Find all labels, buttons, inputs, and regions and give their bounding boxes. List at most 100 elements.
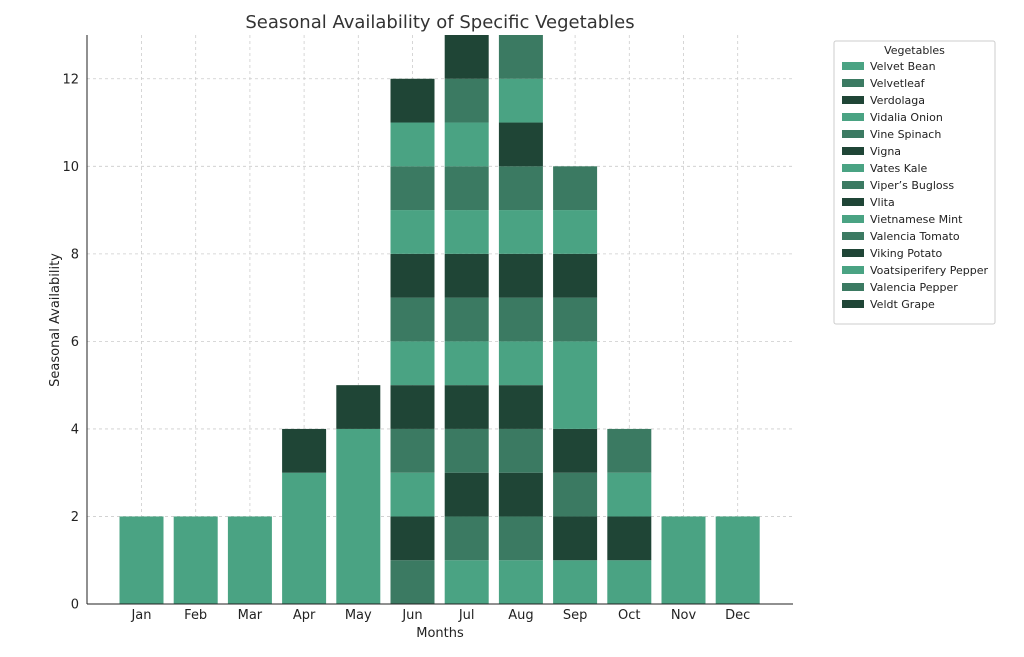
bar-segment bbox=[282, 472, 327, 604]
bar-segment bbox=[119, 516, 164, 604]
bar-segment bbox=[553, 166, 598, 211]
bar-segment bbox=[390, 472, 435, 517]
legend-label: Valencia Tomato bbox=[870, 230, 960, 243]
legend-label: Viper’s Bugloss bbox=[870, 179, 954, 192]
bar-segment bbox=[336, 385, 381, 429]
legend-label: Vidalia Onion bbox=[870, 111, 943, 124]
legend-swatch bbox=[842, 300, 864, 308]
legend-swatch bbox=[842, 215, 864, 223]
bar-segment bbox=[444, 210, 489, 254]
bar-segment bbox=[390, 297, 435, 342]
bar-segment bbox=[444, 385, 489, 429]
bar-segment bbox=[444, 516, 489, 561]
bar-segment bbox=[444, 78, 489, 123]
bar-segment bbox=[390, 516, 435, 561]
bar-segment bbox=[498, 428, 543, 473]
x-tick-label: Dec bbox=[725, 608, 750, 623]
x-tick-label: Sep bbox=[563, 608, 588, 623]
bar-segment bbox=[227, 516, 272, 604]
legend-swatch bbox=[842, 249, 864, 257]
legend-label: Vine Spinach bbox=[870, 128, 941, 141]
bar-segment bbox=[553, 560, 598, 604]
bar-segment bbox=[390, 428, 435, 473]
x-tick-label: Feb bbox=[184, 608, 207, 623]
bar-segment bbox=[498, 560, 543, 604]
x-tick-label: Jan bbox=[130, 608, 151, 623]
bars bbox=[119, 35, 760, 604]
x-tick-label: Mar bbox=[238, 608, 263, 623]
bar-segment bbox=[444, 428, 489, 473]
legend-swatch bbox=[842, 130, 864, 138]
legend-label: Voatsiperifery Pepper bbox=[870, 264, 988, 277]
y-tick-label: 8 bbox=[71, 247, 79, 262]
bar-segment bbox=[444, 341, 489, 386]
legend-swatch bbox=[842, 164, 864, 172]
axes: 0 2 4 6 8 10 12 Jan Feb Mar Apr May Jun Jul Aug Sep Oct N… bbox=[62, 35, 793, 623]
x-tick-label: Aug bbox=[508, 608, 533, 623]
legend-swatch bbox=[842, 147, 864, 155]
x-tick-label: Jul bbox=[458, 608, 475, 623]
bar-segment bbox=[390, 122, 435, 167]
x-tick-label: Jun bbox=[401, 608, 422, 623]
legend-label: Velvet Bean bbox=[870, 60, 936, 73]
legend-title: Vegetables bbox=[884, 44, 945, 57]
x-tick-label: Nov bbox=[671, 608, 697, 623]
legend-swatch bbox=[842, 62, 864, 70]
bar-segment bbox=[498, 341, 543, 386]
bar-segment bbox=[498, 166, 543, 211]
bar-segment bbox=[553, 472, 598, 517]
legend-label: Vigna bbox=[870, 145, 901, 158]
legend-label: Vietnamese Mint bbox=[870, 213, 963, 226]
bar-segment bbox=[498, 516, 543, 561]
bar-segment bbox=[607, 472, 652, 517]
legend-swatch bbox=[842, 96, 864, 104]
chart-title: Seasonal Availability of Specific Vegeta… bbox=[245, 12, 634, 33]
bar-segment bbox=[390, 341, 435, 386]
y-tick-label: 12 bbox=[62, 72, 79, 87]
bar-segment bbox=[173, 516, 218, 604]
legend-swatch bbox=[842, 283, 864, 291]
y-axis-label: Seasonal Availability bbox=[48, 253, 63, 387]
bar-segment bbox=[498, 297, 543, 342]
bar-segment bbox=[498, 253, 543, 298]
x-tick-label: May bbox=[345, 608, 372, 623]
x-tick-label: Oct bbox=[618, 608, 640, 623]
bar-segment bbox=[607, 428, 652, 473]
legend-label: Vates Kale bbox=[870, 162, 928, 175]
x-axis-label: Months bbox=[416, 626, 464, 641]
bar-segment bbox=[553, 210, 598, 254]
y-tick-label: 4 bbox=[71, 422, 79, 437]
bar-segment bbox=[444, 297, 489, 342]
bar-segment bbox=[553, 341, 598, 429]
bar-segment bbox=[444, 253, 489, 298]
legend-label: Viking Potato bbox=[870, 247, 943, 260]
bar-segment bbox=[390, 210, 435, 254]
bar-segment bbox=[390, 385, 435, 429]
y-tick-label: 10 bbox=[62, 160, 79, 175]
bar-segment bbox=[661, 516, 706, 604]
legend-swatch bbox=[842, 198, 864, 206]
bar-segment bbox=[607, 516, 652, 561]
legend-swatch bbox=[842, 266, 864, 274]
bar-segment bbox=[607, 560, 652, 604]
legend-label: Veldt Grape bbox=[870, 298, 935, 311]
bar-segment bbox=[390, 560, 435, 604]
legend-swatch bbox=[842, 232, 864, 240]
bar-segment bbox=[498, 385, 543, 429]
bar-segment bbox=[444, 472, 489, 517]
legend-label: Vlita bbox=[870, 196, 895, 209]
legend-frame bbox=[833, 40, 996, 325]
bar-segment bbox=[336, 428, 381, 604]
bar-segment bbox=[498, 472, 543, 517]
legend-swatch bbox=[842, 79, 864, 87]
bar-segment bbox=[282, 428, 327, 473]
x-tick-label: Apr bbox=[293, 608, 316, 623]
bar-segment bbox=[390, 253, 435, 298]
bar-segment bbox=[444, 35, 489, 79]
bar-segment bbox=[498, 122, 543, 167]
bar-segment bbox=[498, 78, 543, 123]
y-tick-label: 2 bbox=[71, 510, 79, 525]
bar-segment bbox=[498, 35, 543, 79]
bar-segment bbox=[390, 78, 435, 123]
